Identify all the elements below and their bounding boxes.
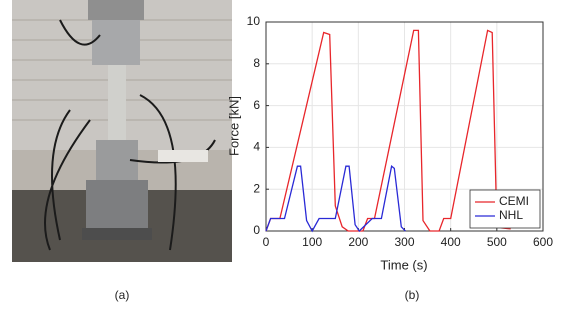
y-tick-label: 8 (253, 56, 260, 70)
legend (469, 189, 541, 229)
caption: (b) (405, 288, 420, 302)
legend-label: CEMI (499, 194, 529, 208)
x-tick-label: 100 (302, 235, 322, 249)
series-line (265, 29, 511, 232)
x-tick-label: 300 (394, 235, 414, 249)
caption: (a) (115, 288, 130, 302)
series-line (265, 165, 406, 233)
x-tick-label: 200 (348, 235, 368, 249)
x-axis-label: Time (s) (380, 257, 427, 272)
y-tick-label: 6 (253, 98, 260, 112)
legend-label: NHL (499, 208, 523, 222)
y-tick-label: 0 (253, 223, 260, 237)
y-tick-label: 4 (253, 140, 260, 154)
x-tick-label: 500 (487, 235, 507, 249)
photo (12, 0, 232, 262)
y-tick-label: 10 (247, 14, 261, 28)
y-tick-label: 2 (253, 181, 260, 195)
x-tick-label: 600 (533, 235, 553, 249)
x-tick-label: 0 (263, 235, 270, 249)
x-tick-label: 400 (441, 235, 461, 249)
y-axis-label: Force [kN] (226, 96, 241, 156)
